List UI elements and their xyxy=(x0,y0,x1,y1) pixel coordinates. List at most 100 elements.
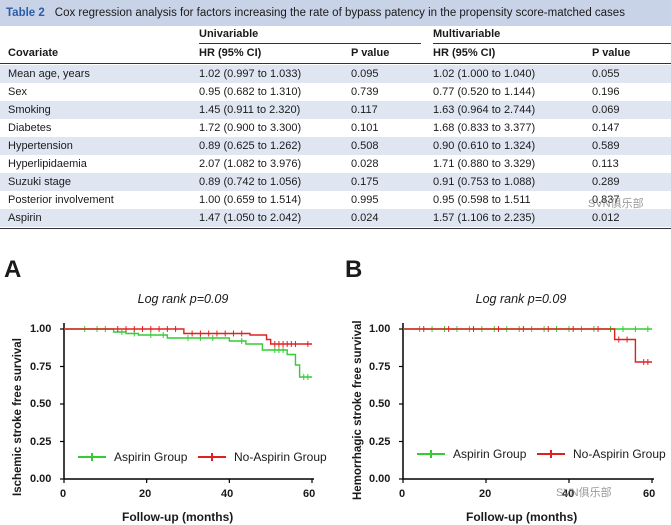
cell-uni-hr: 1.47 (1.050 to 2.042) xyxy=(199,212,302,224)
col-header-multi-hr: HR (95% CI) xyxy=(433,47,496,59)
x-tick-label: 60 xyxy=(643,488,656,500)
x-tick-label: 0 xyxy=(399,488,406,500)
y-axis-label-b: Hemorrhagic stroke free survival xyxy=(352,320,364,500)
cell-covariate: Sex xyxy=(8,86,27,98)
legend-label-aspirin: Aspirin Group xyxy=(453,447,527,461)
cell-uni-p: 0.995 xyxy=(351,194,379,206)
cell-uni-hr: 0.89 (0.625 to 1.262) xyxy=(199,140,302,152)
cell-uni-p: 0.024 xyxy=(351,212,379,224)
cell-multi-hr: 1.68 (0.833 to 3.377) xyxy=(433,122,536,134)
x-tick-label: 40 xyxy=(562,488,575,500)
cell-uni-hr: 1.00 (0.659 to 1.514) xyxy=(199,194,302,206)
cell-covariate: Hyperlipidaemia xyxy=(8,158,87,170)
cell-covariate: Aspirin xyxy=(8,212,42,224)
y-tick-label: 0.50 xyxy=(369,398,391,410)
cell-multi-hr: 1.02 (1.000 to 1.040) xyxy=(433,68,536,80)
legend-swatch-no-aspirin xyxy=(198,453,226,461)
cell-multi-p: 0.012 xyxy=(592,212,620,224)
col-header-covariate: Covariate xyxy=(8,47,59,59)
cell-uni-p: 0.101 xyxy=(351,122,379,134)
x-tick-label: 20 xyxy=(479,488,492,500)
cell-uni-p: 0.508 xyxy=(351,140,379,152)
cell-uni-p: 0.117 xyxy=(351,104,378,116)
y-tick-label: 0.25 xyxy=(30,436,52,448)
y-tick-label: 0.25 xyxy=(369,436,391,448)
panel-letter-a: A xyxy=(4,256,22,283)
chart-b: B Log rank p=0.09 Hemorrhagic stroke fre… xyxy=(341,250,671,525)
table-number: Table 2 xyxy=(6,7,45,19)
log-rank-label-b: Log rank p=0.09 xyxy=(475,292,567,306)
cell-multi-p: 0.837 xyxy=(592,194,620,206)
y-tick-label: 0.50 xyxy=(30,398,52,410)
cell-multi-hr: 0.90 (0.610 to 1.324) xyxy=(433,140,536,152)
cell-uni-hr: 1.45 (0.911 to 2.320) xyxy=(199,104,301,116)
cell-multi-hr: 0.95 (0.598 to 1.511 xyxy=(433,194,531,206)
cell-uni-hr: 0.89 (0.742 to 1.056) xyxy=(199,176,302,188)
col-header-uni-hr: HR (95% CI) xyxy=(199,47,262,59)
x-axis-label-a: Follow-up (months) xyxy=(122,510,234,524)
log-rank-label-a: Log rank p=0.09 xyxy=(137,292,229,306)
cell-uni-p: 0.739 xyxy=(351,86,379,98)
y-tick-label: 0.00 xyxy=(30,473,52,485)
cell-covariate: Smoking xyxy=(8,104,51,116)
panel-letter-b: B xyxy=(345,256,363,283)
cell-covariate: Diabetes xyxy=(8,122,52,134)
y-tick-label: 0.75 xyxy=(369,361,391,373)
cell-uni-hr: 0.95 (0.682 to 1.310) xyxy=(199,86,302,98)
x-tick-label: 40 xyxy=(221,488,234,500)
y-tick-label: 0.00 xyxy=(369,473,391,485)
univariable-heading: Univariable xyxy=(199,28,259,40)
km-curve-aspirin-group xyxy=(64,328,312,378)
cell-multi-hr: 0.91 (0.753 to 1.088) xyxy=(433,176,536,188)
km-plot-svg xyxy=(60,323,314,483)
x-tick-label: 60 xyxy=(303,488,316,500)
table-row: Hypertension 0.89 (0.625 to 1.262) 0.508… xyxy=(0,137,671,155)
cell-covariate: Hypertension xyxy=(8,140,73,152)
legend-label-no-aspirin: No-Aspirin Group xyxy=(234,450,327,464)
table-row: Mean age, years 1.02 (0.997 to 1.033) 0.… xyxy=(0,65,671,83)
chart-a: A Log rank p=0.09 Ischemic stroke free s… xyxy=(0,250,330,525)
cell-uni-hr: 1.02 (0.997 to 1.033) xyxy=(199,68,302,80)
cell-covariate: Suzuki stage xyxy=(8,176,71,188)
legend-aspirin-b: Aspirin Group xyxy=(417,447,526,461)
col-header-uni-p: P value xyxy=(351,47,390,59)
y-tick-label: 1.00 xyxy=(30,323,52,335)
cell-uni-p: 0.028 xyxy=(351,158,379,170)
table-row: Aspirin 1.47 (1.050 to 2.042) 0.024 1.57… xyxy=(0,209,671,227)
watermark: SVN俱乐部 xyxy=(556,487,612,499)
cell-multi-p: 0.069 xyxy=(592,104,620,116)
cell-multi-p: 0.289 xyxy=(592,176,620,188)
cell-multi-p: 0.113 xyxy=(592,158,619,170)
x-tick-label: 0 xyxy=(60,488,67,500)
y-tick-label: 1.00 xyxy=(369,323,391,335)
cell-multi-p: 0.147 xyxy=(592,122,620,134)
legend-label-aspirin: Aspirin Group xyxy=(114,450,188,464)
multivariable-heading: Multivariable xyxy=(433,28,501,40)
cell-multi-hr: 1.63 (0.964 to 2.744) xyxy=(433,104,536,116)
legend-aspirin-a: Aspirin Group xyxy=(78,450,187,464)
multivariable-underline xyxy=(433,43,671,44)
legend-no-aspirin-a: No-Aspirin Group xyxy=(198,450,327,464)
cell-multi-p: 0.589 xyxy=(592,140,620,152)
y-axis-label-a: Ischemic stroke free survival xyxy=(12,338,24,496)
table-title: Cox regression analysis for factors incr… xyxy=(54,7,625,19)
table-row: Posterior involvement 1.00 (0.659 to 1.5… xyxy=(0,191,671,209)
table-bottom-rule xyxy=(0,228,671,229)
cell-multi-p: 0.196 xyxy=(592,86,620,98)
cell-uni-hr: 1.72 (0.900 to 3.300) xyxy=(199,122,302,134)
cell-uni-p: 0.095 xyxy=(351,68,379,80)
table-row: Smoking 1.45 (0.911 to 2.320) 0.117 1.63… xyxy=(0,101,671,119)
cell-multi-hr: 1.71 (0.880 to 3.329) xyxy=(433,158,536,170)
cell-multi-hr: 1.57 (1.106 to 2.235) xyxy=(433,212,536,224)
legend-swatch-no-aspirin xyxy=(537,450,565,458)
table-row: Suzuki stage 0.89 (0.742 to 1.056) 0.175… xyxy=(0,173,671,191)
y-tick-label: 0.75 xyxy=(30,361,52,373)
table-row: Hyperlipidaemia 2.07 (1.082 to 3.976) 0.… xyxy=(0,155,671,173)
cell-covariate: Posterior involvement xyxy=(8,194,114,206)
table-caption: Table 2 Cox regression analysis for fact… xyxy=(0,0,671,26)
legend-swatch-aspirin xyxy=(78,453,106,461)
header-rule xyxy=(0,63,671,64)
cell-multi-p: 0.055 xyxy=(592,68,620,80)
cell-covariate: Mean age, years xyxy=(8,68,90,80)
x-axis-label-b: Follow-up (months) xyxy=(466,510,578,524)
